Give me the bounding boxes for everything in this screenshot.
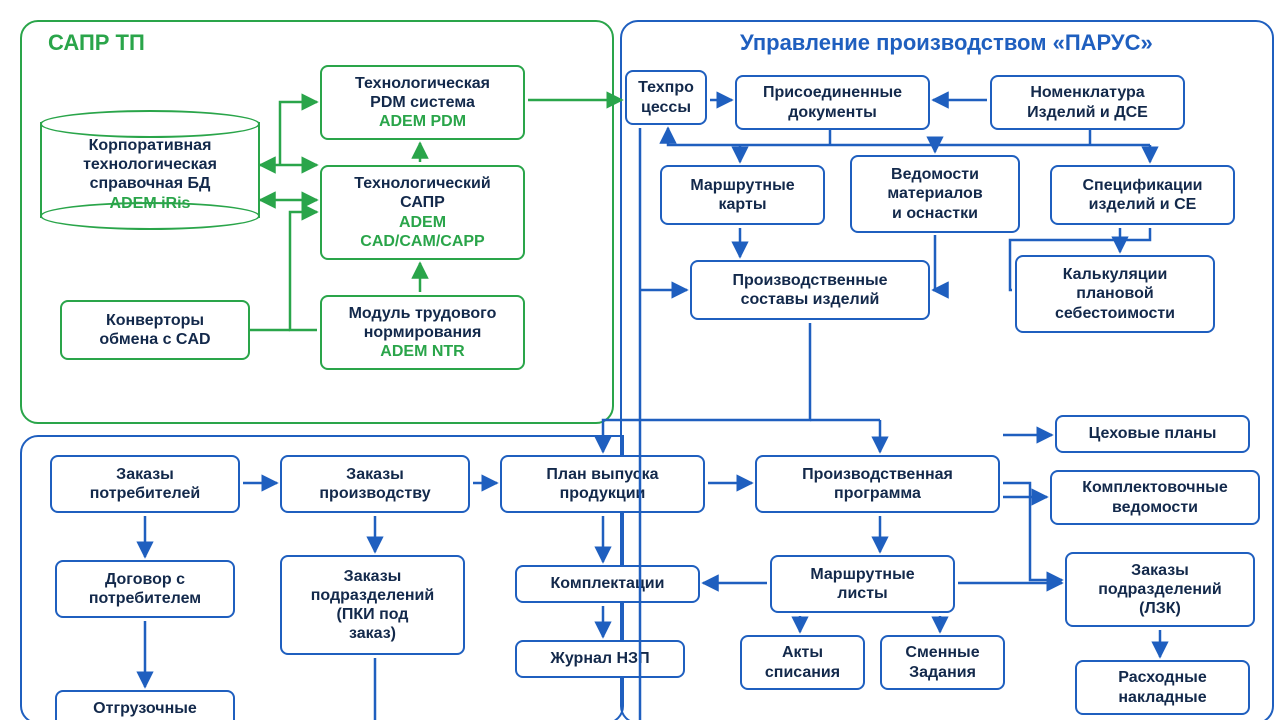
vedom-l1: Ведомости [891,165,979,184]
pdm-l3: ADEM PDM [379,112,466,131]
custorder-l2: потребителей [90,484,200,503]
node-kalk: Калькуляции плановой себестоимости [1015,255,1215,333]
komplved-l2: ведомости [1112,498,1198,517]
node-cehplan: Цеховые планы [1055,415,1250,453]
akty-l2: списания [765,663,840,682]
kalk-l1: Калькуляции [1063,265,1168,284]
ntr-l3: ADEM NTR [380,342,464,361]
node-cad: Технологический САПР ADEM CAD/CAM/CAPP [320,165,525,260]
parus-title: Управление производством «ПАРУС» [740,30,1153,56]
node-contract: Договор с потребителем [55,560,235,618]
cehplan-l1: Цеховые планы [1089,424,1217,443]
node-ntr: Модуль трудового нормирования ADEM NTR [320,295,525,370]
techproc-l1: Техпро [638,78,694,97]
smen-l1: Сменные [905,643,979,662]
komplekt-l1: Комплектации [551,574,665,593]
node-komplved: Комплектовочные ведомости [1050,470,1260,525]
node-iris: Корпоративная технологическая справочная… [40,110,260,230]
node-lzk: Заказы подразделений (ЛЗК) [1065,552,1255,627]
attdoc-l2: документы [788,103,877,122]
spec-l1: Спецификации [1082,176,1202,195]
cad-l2: САПР [400,193,445,212]
pki-l1: Заказы [344,567,402,586]
attdoc-l1: Присоединенные [763,83,902,102]
node-routelist: Маршрутные листы [770,555,955,613]
node-prodorder: Заказы производству [280,455,470,513]
prodorder-l1: Заказы [346,465,404,484]
vedom-l2: материалов [887,184,982,203]
node-nomen: Номенклатура Изделий и ДСЕ [990,75,1185,130]
node-plan: План выпуска продукции [500,455,705,513]
node-vedom: Ведомости материалов и оснастки [850,155,1020,233]
nomen-l2: Изделий и ДСЕ [1027,103,1148,122]
cad-l1: Технологический [354,174,490,193]
node-komplekt: Комплектации [515,565,700,603]
node-techproc: Техпро цессы [625,70,707,125]
kalk-l3: себестоимости [1055,304,1175,323]
cad-l3: ADEM [399,213,446,232]
prodorder-l2: производству [319,484,430,503]
node-otgr: Отгрузочные [55,690,235,720]
routelist-l2: листы [837,584,887,603]
iris-l1: Корпоративная [46,136,254,155]
route-l1: Маршрутные [690,176,794,195]
conv-l1: Конверторы [106,311,204,330]
komplved-l1: Комплектовочные [1082,478,1228,497]
iris-l2: технологическая [46,155,254,174]
rashod-l1: Расходные [1118,668,1207,687]
cad-l4: CAD/CAM/CAPP [360,232,484,251]
contract-l1: Договор с [105,570,185,589]
node-nzp: Журнал НЗП [515,640,685,678]
nzp-l1: Журнал НЗП [550,649,649,668]
node-rashod: Расходные накладные [1075,660,1250,715]
pki-l2: подразделений [311,586,434,605]
conv-l2: обмена с CAD [99,330,210,349]
node-conv: Конверторы обмена с CAD [60,300,250,360]
ntr-l2: нормирования [364,323,482,342]
node-route: Маршрутные карты [660,165,825,225]
prodcomp-l1: Производственные [732,271,887,290]
node-akty: Акты списания [740,635,865,690]
iris-l3: справочная БД [46,174,254,193]
prodcomp-l2: составы изделий [741,290,880,309]
node-custorder: Заказы потребителей [50,455,240,513]
rashod-l2: накладные [1118,688,1206,707]
route-l2: карты [719,195,767,214]
program-l2: программа [834,484,921,503]
custorder-l1: Заказы [116,465,174,484]
plan-l2: продукции [560,484,646,503]
node-spec: Спецификации изделий и СЕ [1050,165,1235,225]
node-smen: Сменные Задания [880,635,1005,690]
routelist-l1: Маршрутные [810,565,914,584]
node-prodcomp: Производственные составы изделий [690,260,930,320]
ntr-l1: Модуль трудового [349,304,497,323]
vedom-l3: и оснастки [892,204,978,223]
smen-l2: Задания [909,663,976,682]
pdm-l2: PDM система [370,93,475,112]
contract-l2: потребителем [89,589,201,608]
node-program: Производственная программа [755,455,1000,513]
node-pki: Заказы подразделений (ПКИ под заказ) [280,555,465,655]
pki-l4: заказ) [349,624,396,643]
program-l1: Производственная [802,465,953,484]
nomen-l1: Номенклатура [1030,83,1144,102]
pdm-l1: Технологическая [355,74,490,93]
kalk-l2: плановой [1076,284,1153,303]
otgr-l1: Отгрузочные [93,699,197,718]
sapr-title: САПР ТП [48,30,145,56]
lzk-l2: подразделений [1098,580,1221,599]
plan-l1: План выпуска [546,465,658,484]
node-attdoc: Присоединенные документы [735,75,930,130]
node-pdm: Технологическая PDM система ADEM PDM [320,65,525,140]
spec-l2: изделий и СЕ [1089,195,1197,214]
lzk-l1: Заказы [1131,561,1189,580]
pki-l3: (ПКИ под [337,605,409,624]
lzk-l3: (ЛЗК) [1139,599,1181,618]
techproc-l2: цессы [641,98,691,117]
akty-l1: Акты [782,643,823,662]
iris-l4: ADEM iRis [46,194,254,213]
